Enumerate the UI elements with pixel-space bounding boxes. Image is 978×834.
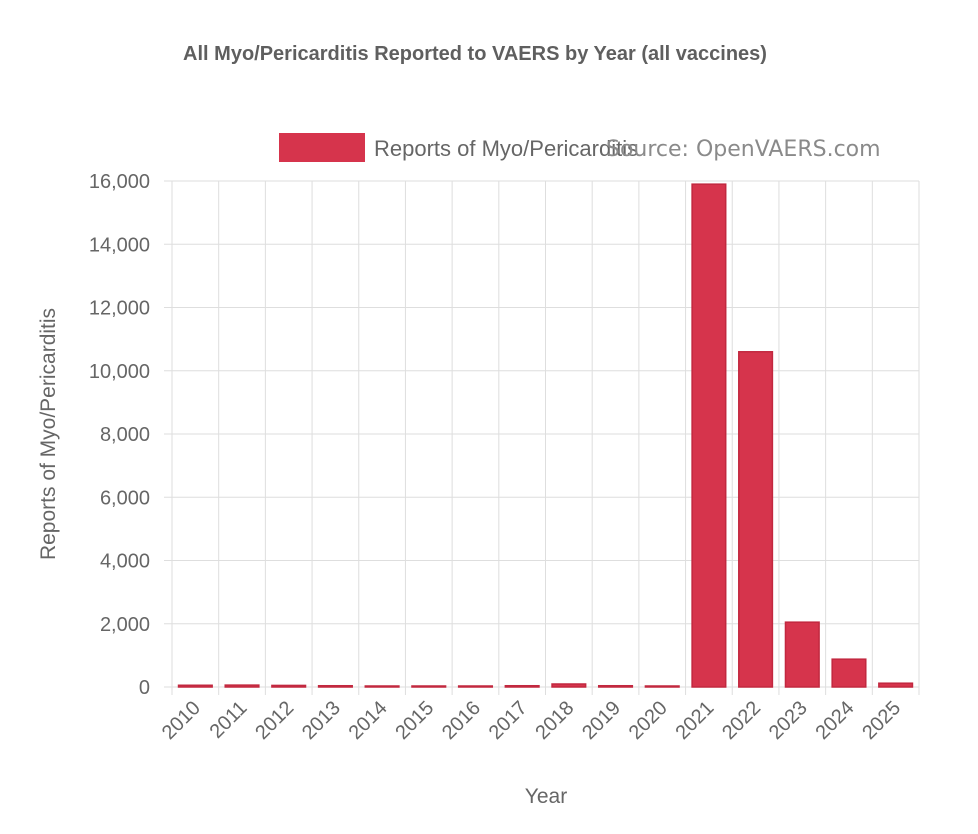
x-tick-label: 2012 — [251, 697, 298, 744]
y-tick-label: 2,000 — [100, 614, 150, 636]
x-tick-label: 2018 — [531, 697, 578, 744]
y-tick-label: 16,000 — [89, 171, 150, 193]
bar-2018[interactable] — [551, 683, 587, 688]
bar-2023[interactable] — [784, 621, 820, 688]
y-tick-label: 12,000 — [89, 298, 150, 320]
x-tick-label: 2011 — [206, 697, 252, 743]
bar-2019[interactable] — [597, 684, 634, 688]
bars — [177, 183, 914, 688]
y-tick-label: 10,000 — [89, 361, 150, 383]
bar-2015[interactable] — [411, 685, 447, 688]
bar-2017[interactable] — [504, 684, 540, 688]
y-tick-label: 14,000 — [89, 234, 150, 256]
y-axis-title: Reports of Myo/Pericarditis — [37, 308, 60, 560]
x-tick-label: 2013 — [298, 697, 345, 744]
x-tick-label: 2010 — [158, 697, 205, 744]
x-tick-label: 2015 — [391, 697, 438, 744]
grid — [164, 180, 920, 695]
y-tick-label: 8,000 — [100, 424, 150, 446]
y-tick-label: 0 — [139, 677, 150, 699]
x-tick-label: 2022 — [718, 697, 765, 744]
x-tick-label: 2025 — [858, 697, 905, 744]
bar-2014[interactable] — [364, 685, 400, 688]
x-tick-label: 2014 — [345, 697, 392, 744]
x-tick-label: 2019 — [578, 697, 625, 744]
bar-2021[interactable] — [691, 183, 727, 688]
x-tick-label: 2023 — [765, 697, 812, 744]
x-tick-label: 2024 — [811, 697, 858, 744]
y-tick-label: 4,000 — [100, 551, 150, 573]
bar-2011[interactable] — [224, 684, 260, 688]
x-tick-label: 2017 — [485, 697, 532, 744]
bar-2024[interactable] — [831, 658, 867, 688]
x-axis-ticks: 2010 2011 2012 2013 2014 2015 2016 2017 2018 2019… — [158, 697, 905, 744]
legend-swatch — [279, 133, 365, 162]
chart-title: All Myo/Pericarditis Reported to VAERS b… — [183, 43, 767, 65]
x-tick-label: 2020 — [625, 697, 672, 744]
bar-2010[interactable] — [177, 684, 213, 688]
y-axis-ticks: 0 2,000 4,000 6,000 8,000 10,000 12,000 14,000 1… — [89, 171, 150, 699]
bar-2013[interactable] — [317, 684, 353, 688]
bar-2025[interactable] — [878, 682, 914, 688]
y-tick-label: 6,000 — [100, 487, 150, 509]
legend-label: Reports of Myo/Pericarditis — [374, 136, 638, 161]
bar-2016[interactable] — [457, 685, 494, 688]
x-tick-label: 2016 — [438, 697, 485, 744]
bar-2022[interactable] — [738, 351, 774, 688]
legend[interactable]: Reports of Myo/Pericarditis — [279, 133, 638, 162]
x-axis-title: Year — [525, 785, 567, 808]
source-watermark: Source: OpenVAERS.com — [606, 137, 881, 162]
x-tick-label: 2021 — [671, 697, 718, 744]
bar-2012[interactable] — [271, 684, 307, 688]
bar-2020[interactable] — [644, 685, 680, 688]
